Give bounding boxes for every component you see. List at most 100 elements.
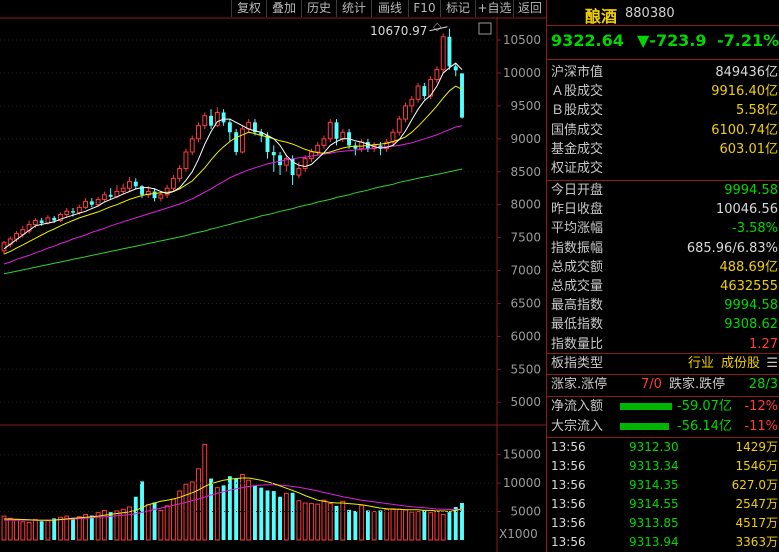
constituents-link[interactable]: 成份股 (721, 356, 761, 371)
market-stat-value: 5.58亿 (736, 103, 778, 119)
volume-unit-label: X1000 (499, 527, 538, 541)
tick-price: 9312.30 (629, 440, 679, 454)
index-stat-label: 指数量比 (551, 336, 604, 352)
volume-bar (447, 512, 452, 540)
index-stat-label: 今日开盘 (551, 183, 604, 198)
index-stat-row: 总成交额 488.69亿 (547, 258, 779, 277)
market-stat-row: Ａ股成交 9916.40亿 (547, 82, 779, 101)
list-icon[interactable]: ☰ (766, 356, 778, 371)
volume-bar (340, 500, 346, 541)
tick-row: 13:56 9314.35 627.0万 (547, 476, 779, 495)
candle-body (447, 36, 452, 67)
toolbar-button-7[interactable]: +自选 (475, 0, 513, 17)
breadth-row: 涨家.涨停 7/0 跌家.跌停 28/3 (547, 375, 779, 394)
volume-bar (296, 500, 302, 541)
toolbar-button-5[interactable]: F10 (408, 0, 440, 17)
tick-row: 13:56 9314.55 2547万 (547, 495, 779, 514)
index-stat-label: 总成交额 (551, 259, 604, 275)
candle-body (239, 128, 245, 153)
market-stat-value: 6100.74亿 (711, 122, 778, 138)
volume-bar (428, 512, 434, 541)
kline-chart[interactable]: ◇ 10500 10000 9500 9000 8500 8000 7500 7000 6500 6… (0, 17, 546, 552)
volume-bar (409, 511, 415, 541)
volume-bar (158, 509, 164, 541)
price-change: ▼-723.9 (637, 31, 707, 50)
toolbar-button-0[interactable]: 复权 (231, 0, 266, 17)
candle-body (108, 194, 113, 197)
volume-bar (145, 504, 151, 541)
candle-body (133, 181, 138, 187)
volume-bar (302, 502, 308, 541)
volume-bar (140, 481, 144, 540)
toolbar-button-6[interactable]: 标记 (440, 0, 475, 17)
candle-body (120, 187, 126, 193)
price-axis-label: 8000 (510, 198, 541, 212)
tick-time: 13:56 (551, 535, 586, 549)
fund-flow-row: 大宗流入 -56.14亿 -11% (547, 417, 779, 436)
market-stat-row: 国债成交 6100.74亿 (547, 121, 779, 140)
volume-bar (327, 503, 333, 541)
ma10-line (3, 85, 463, 255)
candle-body (214, 111, 220, 127)
kline-chart-area[interactable]: ◇ 10500 10000 9500 9000 8500 8000 7500 7000 6500 6… (0, 17, 546, 552)
volume-bar (196, 468, 201, 541)
tick-volume: 3363万 (735, 535, 778, 549)
candle-body (359, 141, 365, 150)
toolbar-button-4[interactable]: 画线 (371, 0, 408, 17)
tick-volume: 1546万 (735, 459, 778, 473)
volume-bar (14, 519, 19, 541)
toolbar-button-8[interactable]: 返回 (513, 0, 546, 17)
candle-body (434, 69, 440, 81)
index-stat-row: 今日开盘 9994.58 (547, 181, 779, 200)
toolbar-button-3[interactable]: 统计 (336, 0, 371, 17)
market-stat-row: 权证成交 (547, 159, 779, 178)
volume-bar (114, 510, 120, 541)
volume-bar (52, 518, 57, 540)
volume-bar (227, 476, 232, 540)
volume-bar (378, 510, 383, 540)
price-axis-label: 5500 (510, 362, 541, 376)
market-stat-value: 603.01亿 (719, 141, 779, 157)
index-stat-value: 4632555 (720, 279, 778, 294)
toolbar-button-1[interactable]: 叠加 (266, 0, 301, 17)
board-type-label: 板指类型 (551, 356, 604, 371)
board-type-value: 行业 (688, 356, 715, 371)
index-stat-row: 最高指数 9994.58 (547, 296, 779, 315)
index-stat-value: 685.96/6.83% (686, 240, 778, 256)
last-price: 9322.64 (551, 31, 624, 50)
candle-body (32, 219, 38, 225)
index-stat-value: 10046.56 (715, 202, 778, 218)
volume-bar (120, 508, 126, 541)
candle-body (334, 122, 339, 139)
toolbar-button-2[interactable]: 历史 (301, 0, 336, 17)
volume-bar (365, 510, 370, 540)
volume-bar (108, 512, 113, 540)
candle-body (440, 36, 446, 71)
fund-flow-bar (620, 403, 672, 410)
index-stat-row: 昨日收盘 10046.56 (547, 200, 779, 219)
volume-bar (239, 474, 245, 541)
index-stat-value: 9994.58 (724, 183, 778, 198)
candle-body (83, 200, 89, 208)
stock-header: 酿酒 880380 (547, 0, 779, 26)
market-stat-value: 849436亿 (715, 65, 778, 80)
tick-price: 9314.55 (629, 497, 679, 511)
volume-bar (334, 505, 339, 540)
candle-body (64, 210, 70, 216)
market-stat-label: 沪深市值 (551, 65, 604, 80)
price-change-pct: -7.21% (717, 31, 779, 50)
candle-body (89, 201, 94, 205)
index-stat-label: 平均涨幅 (551, 221, 604, 237)
tick-time: 13:56 (551, 497, 586, 511)
market-stat-label: Ａ股成交 (551, 84, 604, 100)
candle-body (14, 233, 19, 240)
volume-bar (133, 496, 138, 540)
volume-bar (265, 490, 270, 540)
index-stat-label: 最高指数 (551, 298, 604, 314)
candle-body (271, 152, 276, 156)
volume-bar (177, 490, 183, 541)
candle-body (409, 98, 415, 107)
candle-body (460, 73, 464, 118)
index-stat-row: 指数量比 1.27 (547, 335, 779, 354)
volume-bar (76, 516, 82, 541)
